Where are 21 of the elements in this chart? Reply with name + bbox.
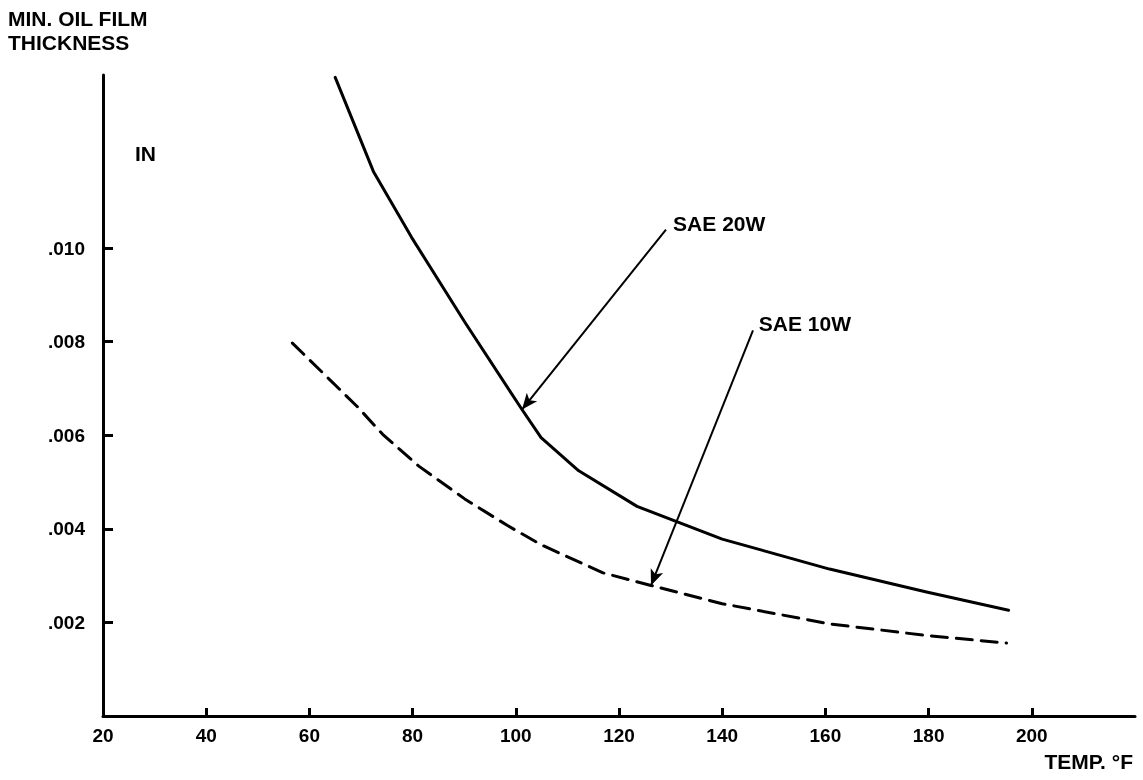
x-tick-label: 120	[603, 725, 635, 746]
y-tick-label: .004	[48, 518, 86, 540]
x-tick-label: 140	[706, 725, 739, 746]
x-axis-title: TEMP. °F	[1044, 750, 1134, 773]
x-tick-label: 100	[499, 725, 532, 746]
y-tick-label: .006	[48, 424, 85, 446]
annotation: SAE 20W	[673, 211, 766, 235]
y-tick-label: .008	[48, 331, 85, 353]
x-tick-label: 200	[1015, 725, 1048, 746]
annotation: IN	[135, 142, 156, 165]
x-tick-label: 60	[298, 725, 320, 746]
line-series	[333, 75, 1011, 612]
annotation: SAE 10W	[758, 311, 852, 335]
y-tick-label: .010	[48, 237, 85, 259]
x-tick-label: 160	[809, 725, 842, 746]
x-tick-label: 80	[402, 725, 424, 746]
y-tick-label: .002	[48, 611, 85, 633]
x-tick-label: 180	[912, 725, 945, 746]
y-axis-title: MIN. OIL FILM THICKNESS	[8, 6, 154, 54]
x-tick-label: 40	[195, 725, 217, 746]
x-tick-label: 20	[92, 725, 114, 746]
